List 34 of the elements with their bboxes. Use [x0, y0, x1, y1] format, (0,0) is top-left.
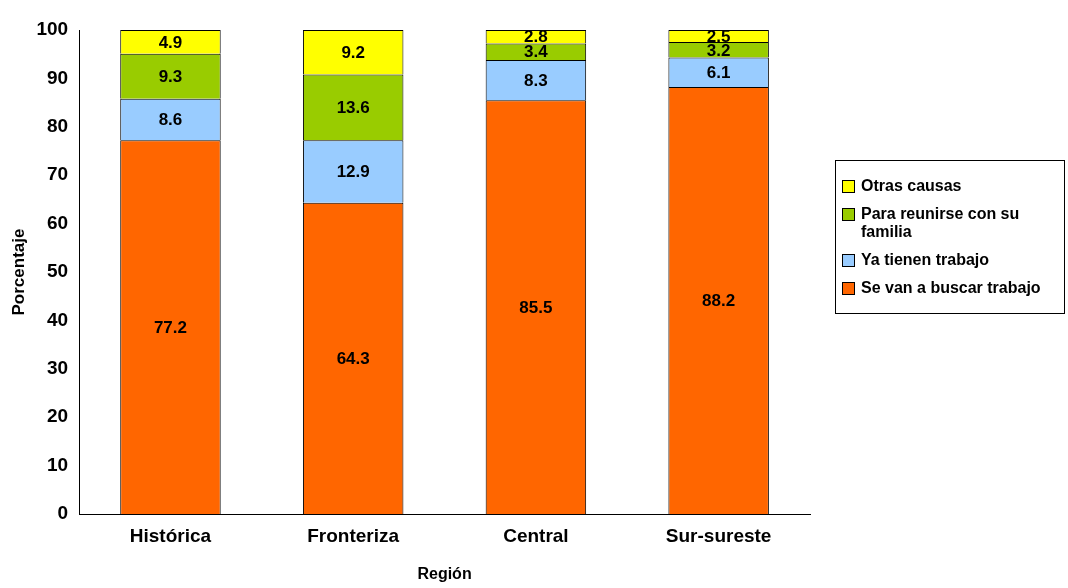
- data-label: 8.6: [158, 110, 183, 130]
- data-label: 6.1: [706, 63, 731, 83]
- data-label: 9.2: [341, 42, 366, 62]
- x-tick-label: Histórica: [129, 524, 212, 546]
- y-tick-label: 50: [46, 260, 69, 282]
- data-label: 13.6: [336, 98, 370, 118]
- data-label: 9.3: [158, 66, 183, 86]
- y-tick-label: 100: [36, 18, 69, 40]
- data-label: 64.3: [336, 349, 370, 369]
- y-tick-label: 80: [46, 115, 69, 137]
- y-axis-title: Porcentaje: [8, 228, 28, 316]
- data-label: 8.3: [524, 70, 548, 90]
- legend-label: Ya tienen trabajo: [861, 251, 990, 269]
- x-tick-label: Sur-sureste: [665, 524, 772, 546]
- x-tick-label: Central: [503, 524, 569, 546]
- y-tick-label: 0: [57, 502, 69, 524]
- legend-label: Se van a buscar trabajo: [861, 279, 1041, 297]
- data-label: 77.2: [153, 317, 188, 337]
- y-tick-label: 10: [46, 453, 69, 475]
- y-tick-label: 90: [46, 66, 69, 88]
- y-tick-label: 30: [46, 357, 69, 379]
- data-label: 12.9: [336, 162, 370, 182]
- legend-label: Para reunirse con su familia: [861, 205, 1021, 241]
- y-tick-label: 40: [46, 308, 69, 330]
- data-label: 3.4: [524, 42, 549, 62]
- y-tick-label: 20: [46, 405, 69, 427]
- data-label: 85.5: [519, 297, 553, 317]
- x-axis-title: Región: [417, 564, 472, 582]
- y-tick-label: 60: [46, 211, 69, 233]
- data-label: 4.9: [158, 32, 183, 52]
- data-label: 88.2: [702, 291, 736, 311]
- legend-label: Otras causas: [861, 177, 962, 195]
- x-tick-label: Fronteriza: [307, 524, 400, 546]
- y-tick-label: 70: [46, 163, 69, 185]
